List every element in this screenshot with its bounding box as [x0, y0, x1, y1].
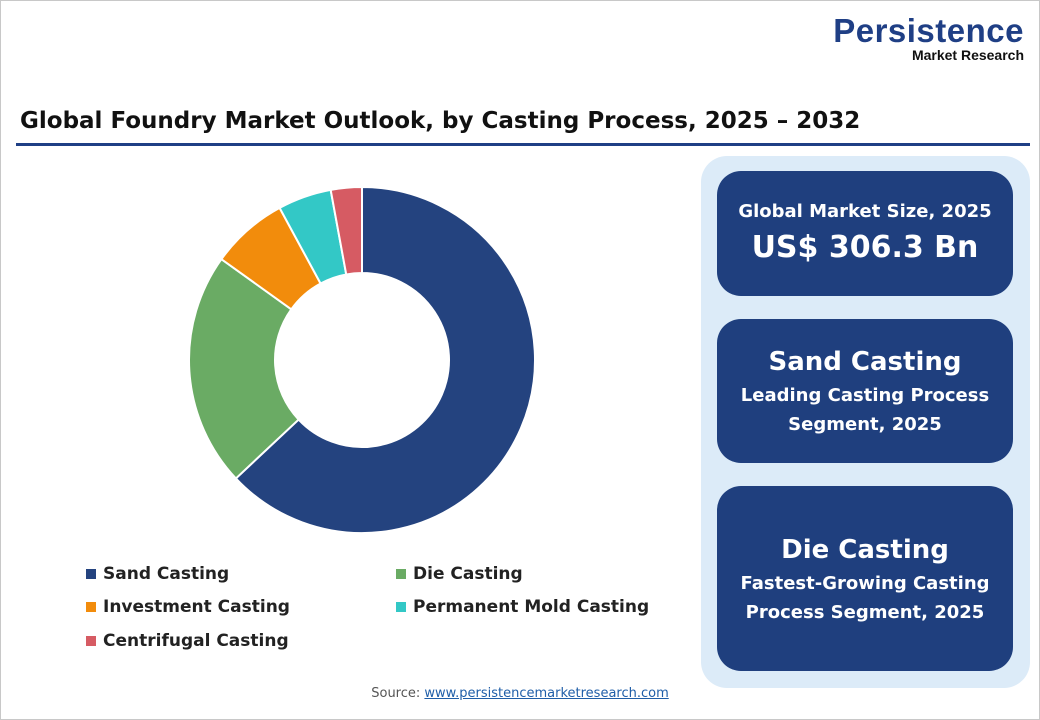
leading-segment-desc-1: Leading Casting Process — [740, 385, 990, 406]
source-link[interactable]: www.persistencemarketresearch.com — [424, 686, 669, 701]
logo-main-text: Persistence — [833, 12, 1024, 49]
legend-item: Investment Casting — [86, 597, 290, 617]
page-title: Global Foundry Market Outlook, by Castin… — [20, 108, 861, 134]
market-size-value: US$ 306.3 Bn — [751, 230, 979, 265]
market-size-label: Global Market Size, 2025 — [738, 201, 992, 222]
donut-slice-die-casting — [188, 257, 300, 480]
title-divider — [16, 143, 1030, 146]
source-label: Source: — [371, 686, 421, 701]
leading-segment-desc-2: Segment, 2025 — [788, 414, 942, 435]
legend-swatch — [86, 636, 96, 646]
donut-chart — [188, 185, 536, 534]
fastest-segment-name: Die Casting — [781, 534, 949, 565]
persistence-logo: Persistence Market Research — [833, 12, 1024, 63]
logo-sub-text: Market Research — [911, 47, 1024, 63]
fastest-segment-card: Die Casting Fastest-Growing Casting Proc… — [717, 486, 1013, 671]
legend-swatch — [86, 602, 96, 612]
legend-label: Investment Casting — [103, 597, 290, 617]
source-note: Source: www.persistencemarketresearch.co… — [0, 686, 1040, 701]
donut-slice-sand-casting — [234, 185, 536, 534]
legend-label: Sand Casting — [103, 564, 230, 584]
fastest-segment-desc-1: Fastest-Growing Casting — [740, 572, 990, 594]
legend-label: Die Casting — [413, 564, 523, 584]
legend-swatch — [396, 602, 406, 612]
legend-item: Die Casting — [396, 564, 523, 584]
legend-swatch — [396, 569, 406, 579]
legend-item: Permanent Mold Casting — [396, 597, 649, 617]
leading-segment-name: Sand Casting — [768, 347, 962, 377]
legend-item: Centrifugal Casting — [86, 631, 289, 651]
donut-slice-centrifugal-casting — [329, 185, 363, 276]
market-size-card: Global Market Size, 2025 US$ 306.3 Bn — [717, 171, 1013, 296]
legend-item: Sand Casting — [86, 564, 229, 584]
legend-swatch — [86, 569, 96, 579]
legend-label: Centrifugal Casting — [103, 631, 289, 651]
fastest-segment-desc-2: Process Segment, 2025 — [745, 601, 985, 623]
leading-segment-card: Sand Casting Leading Casting Process Seg… — [717, 319, 1013, 463]
legend-label: Permanent Mold Casting — [413, 597, 650, 617]
